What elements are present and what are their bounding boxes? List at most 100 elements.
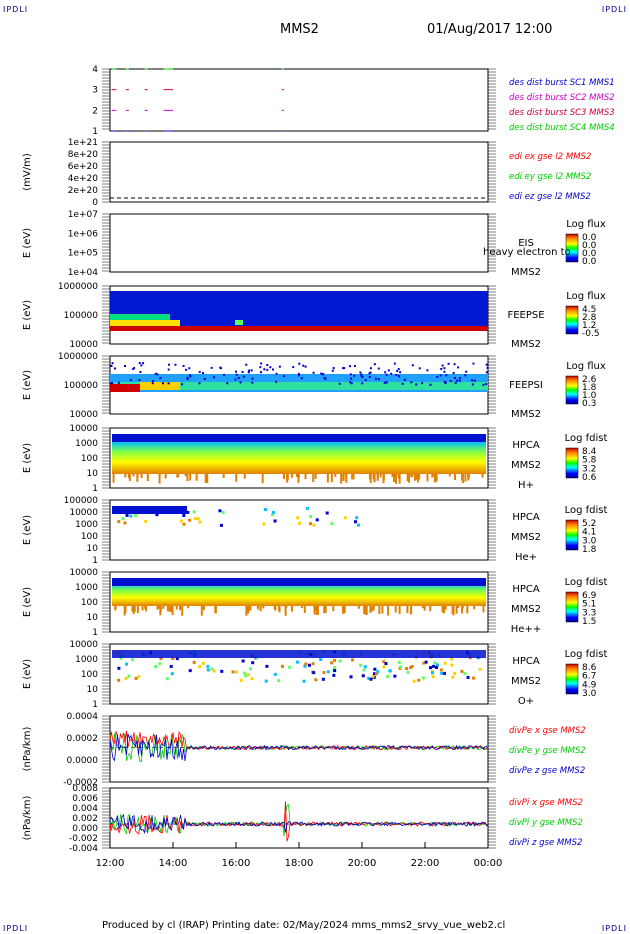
spectrogram-speckle [213,376,216,379]
spectrogram-speckle [464,374,467,377]
legend-entry-edi: edi ey gse l2 MMS2 [509,172,591,182]
spectrogram-speckle [404,667,408,671]
y-tick-label-hpca_he: 1000 [75,520,98,530]
spectrogram-speckle [439,668,443,672]
spectrogram-speckle [307,663,311,667]
spectrogram-speckle [110,364,113,367]
spectrogram-speckle [264,679,268,683]
spectrogram-speckle [151,380,154,383]
spectrogram-speckle [303,664,307,668]
y-tick-label-edi: 8e+20 [68,150,99,160]
spectrogram-speckle [201,661,205,665]
legend-entry-burst: des dist burst SC4 MMS4 [509,123,615,133]
spectrogram-speckle [429,606,432,612]
spectrogram-speckle [295,660,299,664]
spectrogram-speckle [435,665,439,669]
spectrogram-speckle [248,667,252,671]
y-tick-label-divpe: 0.0004 [67,712,99,722]
spectrogram-speckle [144,606,147,609]
spectrogram-speckle [332,367,335,370]
spectrogram-speckle [297,474,300,483]
spectrogram-speckle [330,474,333,483]
spectrogram-speckle [387,606,390,616]
spectrogram-speckle [421,676,425,680]
spectrogram-speckle [247,371,250,374]
spectrogram-speckle [349,675,353,679]
spectrogram-speckle [374,377,377,380]
spectrogram-speckle [381,606,384,614]
y-tick-label-hpca_he: 100000 [64,496,99,506]
y-axis-label-edi: (mV/m) [22,153,33,191]
spectrogram-speckle [251,381,254,384]
spectrogram-band-yellow [140,382,180,390]
colorbar-title-hpca_he: Log fdist [565,505,608,516]
spectrogram-speckle [418,474,421,480]
spectrogram-speckle [189,474,192,481]
spectrogram-speckle [333,669,337,673]
spectrogram-speckle [325,511,329,515]
y-tick-label-hpca_hepp: 100 [81,598,98,608]
spectrogram-speckle [333,658,337,662]
spectrogram-speckle [243,474,246,479]
spectrogram-speckle [461,474,464,481]
spectrogram-speckle [159,606,162,616]
legend-entry-divpi: divPi z gse MMS2 [509,838,582,848]
y-tick-label-feepse: 10000 [69,340,98,350]
spectrogram-speckle [245,606,248,616]
panel-hpca_hepp [102,571,579,633]
spectrogram-speckle [214,606,217,614]
spectrogram-speckle [387,369,390,372]
spectrogram-speckle [127,474,130,478]
y-tick-label-divpi: 0.002 [72,814,98,824]
spectrogram-speckle [443,661,447,665]
spectrogram-speckle [433,474,436,483]
spectrogram-speckle [141,606,144,611]
spectrogram-speckle [311,662,315,666]
spectrogram-speckle [345,474,348,483]
y-tick-label-hpca_he: 1 [92,556,98,566]
panel-edi [102,141,496,203]
x-tick-label: 00:00 [474,858,503,869]
spectrogram-speckle [247,606,250,614]
spectrogram-speckle [408,474,411,483]
spectrogram-speckle [186,474,189,482]
spectrogram-speckle [186,376,189,379]
spectrogram-speckle [471,383,474,386]
y-tick-label-divpi: -0.004 [69,844,98,854]
panel-divpe [102,715,496,783]
spectrogram-speckle [154,372,157,375]
spectrogram-speckle [210,366,213,369]
y-axis-label-hpca_h: E (eV) [22,443,33,473]
panel-label-feepse: MMS2 [511,339,541,350]
spectrogram-speckle [441,364,444,367]
spectrogram-speckle [262,522,266,526]
colorbar-tick-hpca_o: 6.7 [582,672,596,682]
spectrogram-speckle [397,660,401,664]
spectrogram-speckle [319,657,323,661]
spectrogram-speckle [271,510,275,514]
spectrogram-speckle [248,369,251,372]
corner-label-top-right: IPDLI [601,5,627,14]
panel-label-eis: EIS [518,238,534,249]
spectrogram-speckle [189,375,192,378]
spectrogram-speckle [326,474,329,483]
spectrogram-speckle [297,474,300,478]
spectrogram-speckle [439,374,442,377]
spectrogram-speckle [123,364,126,367]
spectrogram-speckle [376,474,379,479]
panel-frame-burst [109,68,489,132]
y-tick-label-hpca_o: 1000 [75,655,98,665]
spectrogram-speckle [371,675,375,679]
header-date: 01/Aug/2017 12:00 [427,22,553,37]
spectrogram-speckle [373,363,376,366]
spectrogram-speckle [378,606,381,615]
spectrogram-top-edge [112,506,187,514]
colorbar-title-hpca_o: Log fdist [565,649,608,660]
colorbar-tick-hpca_he: 3.0 [582,536,597,546]
spectrogram-band-green [110,314,170,320]
panel-label-hpca_h: MMS2 [511,460,541,471]
spectrogram-speckle [440,367,443,370]
spectrogram-patch [235,320,243,325]
spectrogram-speckle [415,383,418,386]
colorbar-tick-eis: 0.0 [582,233,597,243]
